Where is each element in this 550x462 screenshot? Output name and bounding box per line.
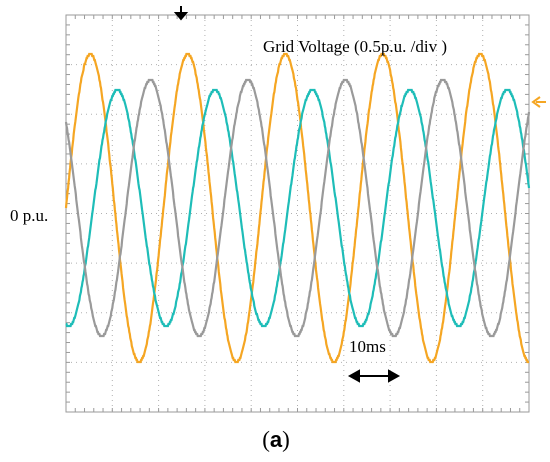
- reference-level-marker: [531, 96, 546, 108]
- voltage-trace-2: [65, 88, 531, 328]
- trigger-marker: [173, 6, 189, 21]
- zero-level-label: 0 p.u.: [10, 206, 48, 225]
- chart-title: Grid Voltage (0.5p.u. /div ): [263, 37, 447, 56]
- voltage-trace-1: [64, 52, 529, 364]
- voltage-trace-3: [64, 78, 531, 338]
- time-scale-arrow: [347, 369, 401, 383]
- grid: [66, 15, 529, 412]
- traces: [64, 52, 531, 364]
- plot-frame: [65, 14, 530, 413]
- time-scale-label: 10ms: [349, 337, 386, 356]
- panel-label: (a): [262, 427, 290, 452]
